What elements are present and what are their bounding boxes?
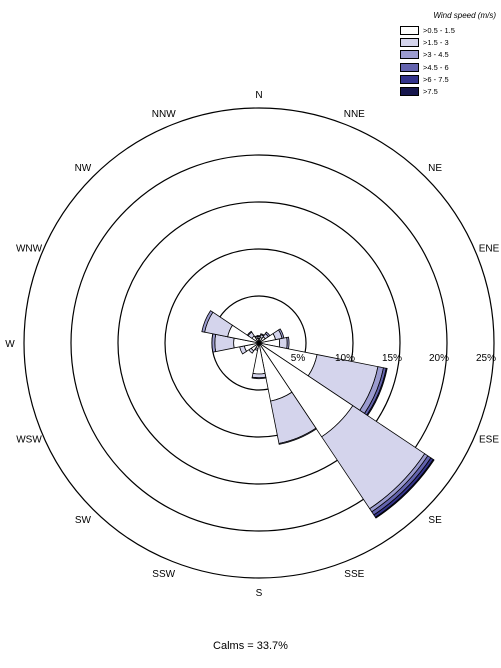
direction-label-n: N [255, 90, 262, 101]
legend-item-5: >7.5 [400, 85, 500, 97]
direction-label-se: SE [428, 515, 442, 526]
petal-nw-bin-2 [246, 330, 253, 337]
legend-item-1: >1.5 - 3 [400, 36, 500, 48]
direction-label-s: S [256, 588, 263, 599]
legend-item-3: >4.5 - 6 [400, 61, 500, 73]
direction-label-ssw: SSW [152, 569, 175, 580]
ring-group [23, 107, 495, 579]
direction-label-nnw: NNW [152, 109, 176, 120]
petal-w-bin-2 [211, 333, 217, 353]
ring-15 [117, 201, 401, 485]
ring-label-5: 5% [291, 353, 306, 364]
legend-swatch [400, 87, 419, 97]
direction-label-ese: ESE [479, 434, 499, 445]
legend-label: >1.5 - 3 [423, 37, 449, 47]
direction-label-sse: SSE [344, 569, 364, 580]
legend-item-4: >6 - 7.5 [400, 73, 500, 85]
legend-label: >6 - 7.5 [423, 74, 449, 84]
direction-label-group: NNNENEENEEESESESSESSSWSWWSWWWNWNWNNW [5, 90, 500, 599]
legend-rows: >0.5 - 1.5 >1.5 - 3 >3 - 4.5 >4.5 - 6 >6 - 7… [400, 24, 500, 98]
legend-swatch [400, 50, 419, 60]
legend-swatch [400, 62, 419, 72]
legend-item-0: >0.5 - 1.5 [400, 24, 500, 36]
direction-label-wnw: WNW [16, 244, 43, 255]
petal-wnw-bin-2 [201, 310, 214, 333]
ring-20 [70, 154, 448, 532]
legend-item-2: >3 - 4.5 [400, 49, 500, 61]
direction-label-ene: ENE [479, 244, 500, 255]
ring-10 [164, 248, 354, 438]
direction-label-w: W [5, 339, 15, 350]
petal-e-bin-1 [278, 337, 288, 349]
petal-sse-bin-2 [278, 427, 318, 445]
petal-s-bin-2 [251, 376, 267, 380]
petal-group [201, 310, 435, 519]
legend-label: >7.5 [423, 87, 438, 97]
direction-label-sw: SW [75, 515, 92, 526]
ring-label-group: 5% 10% 15% 20% 25% [291, 353, 496, 364]
direction-label-ne: NE [428, 163, 442, 174]
legend-label: >0.5 - 1.5 [423, 25, 455, 35]
legend-swatch [400, 74, 419, 84]
legend-swatch [400, 37, 419, 47]
legend-title: Wind speed (m/s) [433, 11, 496, 20]
ring-25 [23, 107, 495, 579]
legend-label: >4.5 - 6 [423, 62, 449, 72]
direction-label-nne: NNE [344, 109, 365, 120]
ring-label-10: 10% [335, 353, 355, 364]
calms-label: Calms = 33.7% [213, 640, 288, 652]
direction-label-wsw: WSW [16, 434, 42, 445]
ring-label-15: 15% [382, 353, 402, 364]
petal-e-bin-2 [286, 336, 290, 350]
ring-label-25: 25% [476, 353, 496, 364]
petal-nnw-bin-2 [254, 335, 259, 339]
legend-swatch [400, 25, 419, 35]
petal-se-bin-5 [374, 458, 435, 519]
legend: Wind speed (m/s) >0.5 - 1.5 >1.5 - 3 >3 - … [400, 8, 500, 98]
direction-label-nw: NW [75, 163, 92, 174]
legend-label: >3 - 4.5 [423, 50, 449, 60]
ring-label-20: 20% [429, 353, 449, 364]
